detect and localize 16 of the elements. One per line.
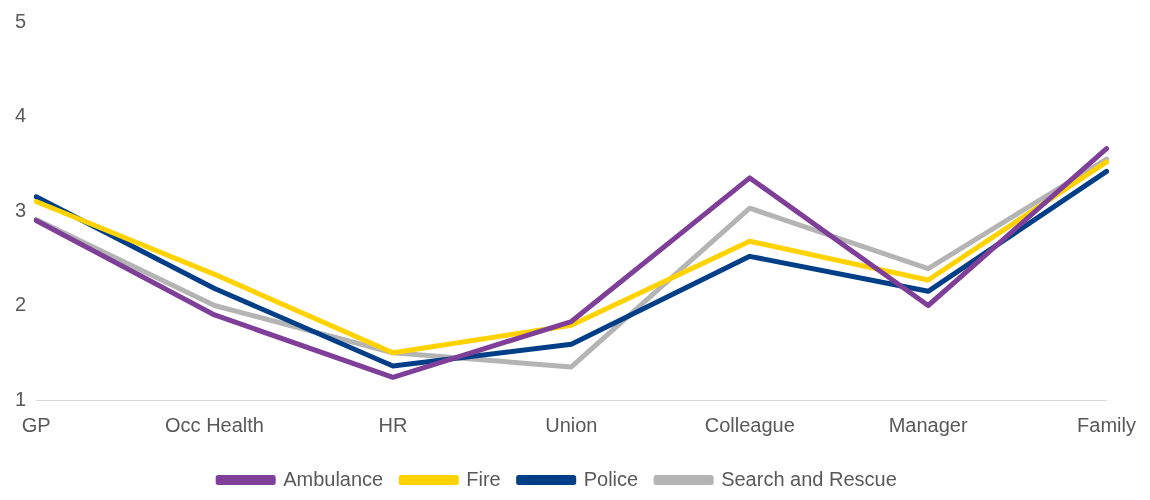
legend-label: Police	[583, 467, 639, 490]
x-tick-label: Occ Health	[165, 413, 264, 436]
y-tick-label: 1	[15, 387, 27, 410]
x-tick-label: Colleague	[704, 413, 795, 436]
legend-label: Ambulance	[283, 467, 384, 490]
y-tick-label: 3	[15, 198, 27, 221]
legend-label: Search and Rescue	[721, 467, 897, 490]
y-tick-label: 5	[15, 9, 27, 32]
legend-label: Fire	[466, 467, 501, 490]
x-tick-label: Union	[545, 413, 598, 436]
y-tick-label: 2	[15, 293, 27, 316]
x-tick-label: Manager	[888, 413, 968, 436]
x-tick-label: HR	[378, 413, 408, 436]
x-tick-label: Family	[1077, 413, 1136, 436]
x-tick-label: GP	[21, 413, 51, 436]
y-tick-label: 4	[15, 104, 27, 127]
